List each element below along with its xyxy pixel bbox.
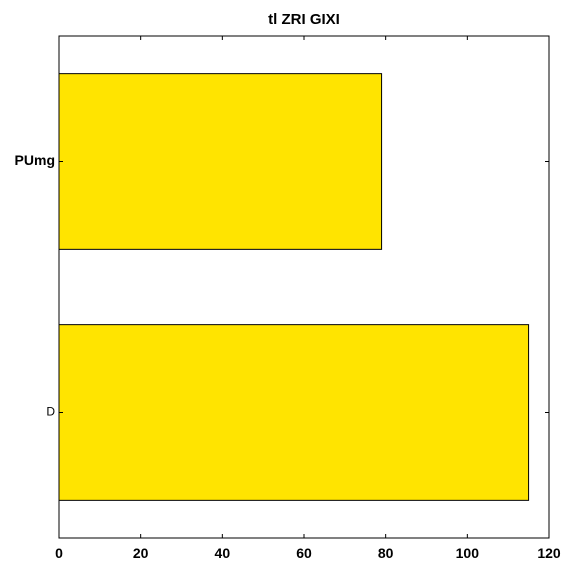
xtick-label-6: 120 [537, 545, 561, 561]
xtick-label-0: 0 [55, 545, 63, 561]
bar-0 [58, 73, 383, 250]
ytick-label-1: D [46, 405, 55, 419]
xtick-label-2: 40 [215, 545, 231, 561]
xtick-label-4: 80 [378, 545, 394, 561]
xtick-label-5: 100 [456, 545, 480, 561]
xtick-label-1: 20 [133, 545, 149, 561]
xtick-label-3: 60 [296, 545, 312, 561]
chart-title: tl ZRI GIXI [268, 11, 340, 28]
bar-1 [58, 324, 530, 501]
ytick-label-0: PUmg [15, 152, 55, 168]
